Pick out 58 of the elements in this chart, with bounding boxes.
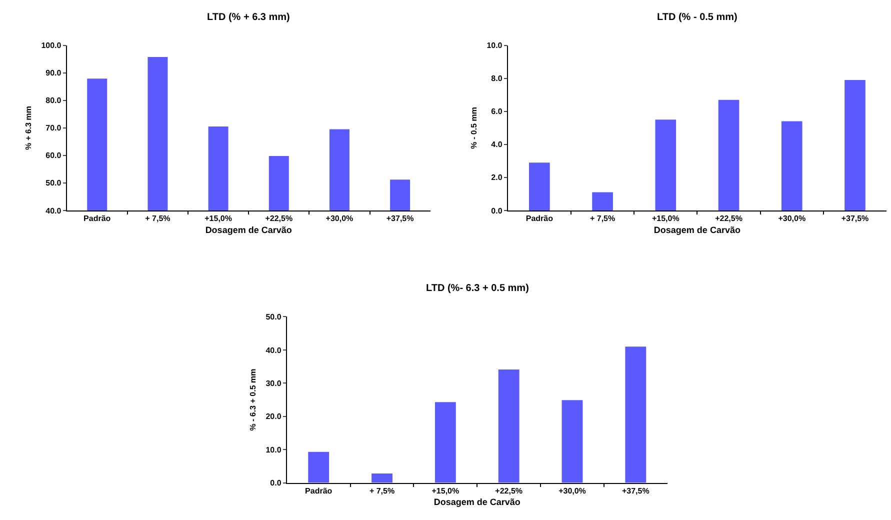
chart-title: LTD (% + 6.3 mm) <box>207 12 290 23</box>
y-tick-label: 40.0 <box>266 346 282 355</box>
y-tick-label: 6.0 <box>491 107 503 116</box>
y-tick-label: 30.0 <box>266 378 282 388</box>
y-tick-label: 4.0 <box>491 140 503 150</box>
bar <box>308 452 330 483</box>
x-tick-label: +37,5% <box>622 486 650 496</box>
bar <box>562 400 583 483</box>
y-tick-label: 70.0 <box>46 124 62 133</box>
y-tick-label: 40.0 <box>46 206 62 216</box>
x-tick-label: Padrão <box>305 486 332 496</box>
y-tick-label: 50.0 <box>266 312 282 322</box>
y-tick-label: 8.0 <box>491 74 503 84</box>
chart-title: LTD (% - 0.5 mm) <box>657 12 738 23</box>
x-tick-label: +22,5% <box>715 214 742 224</box>
x-tick-label: +30,0% <box>778 214 806 224</box>
y-tick-label: 20.0 <box>266 412 282 422</box>
x-tick-label: + 7,5% <box>369 486 395 496</box>
bar <box>529 162 550 210</box>
bar <box>718 100 740 210</box>
y-tick-label: 0.0 <box>270 478 282 488</box>
y-tick-label: 2.0 <box>491 173 503 182</box>
bar <box>498 370 520 483</box>
bar <box>372 474 392 483</box>
x-axis-title: Dosagem de Carvão <box>654 224 741 235</box>
chart-title: LTD (%- 6.3 + 0.5 mm) <box>426 283 529 294</box>
y-tick-label: 90.0 <box>46 68 62 78</box>
x-tick-label: +22,5% <box>265 214 293 224</box>
x-tick-label: +15,0% <box>652 214 680 224</box>
y-axis-title: % + 6.3 mm <box>24 106 33 150</box>
y-tick-label: 80.0 <box>46 96 62 106</box>
bar <box>655 120 676 210</box>
x-axis-title: Dosagem de Carvão <box>434 497 521 508</box>
bar <box>781 121 802 210</box>
y-tick-label: 10.0 <box>486 41 503 50</box>
bar <box>434 402 456 483</box>
x-tick-label: +30,0% <box>326 214 354 224</box>
bar <box>592 192 613 210</box>
x-tick-label: +15,0% <box>204 214 232 224</box>
x-tick-label: +22,5% <box>495 486 523 496</box>
y-axis-title: % - 0.5 mm <box>469 107 478 149</box>
x-tick-label: +30,0% <box>558 486 586 496</box>
y-axis-title: % - 6.3 + 0.5 mm <box>248 368 258 431</box>
x-tick-label: Padrão <box>526 214 554 224</box>
y-tick-label: 10.0 <box>266 445 282 454</box>
x-tick-label: +37,5% <box>841 214 869 224</box>
x-tick-label: +15,0% <box>432 486 460 496</box>
bar <box>625 346 646 483</box>
y-tick-label: 100.0 <box>41 41 62 50</box>
y-tick-label: 50.0 <box>46 178 62 188</box>
x-tick-label: Padrão <box>84 214 111 224</box>
x-tick-label: + 7,5% <box>145 214 170 224</box>
x-tick-label: + 7,5% <box>590 214 616 224</box>
y-tick-label: 60.0 <box>46 151 62 160</box>
y-tick-label: 0.0 <box>491 206 503 216</box>
x-axis-title: Dosagem de Carvão <box>205 224 292 235</box>
x-tick-label: +37,5% <box>386 214 414 224</box>
bar <box>844 80 866 210</box>
